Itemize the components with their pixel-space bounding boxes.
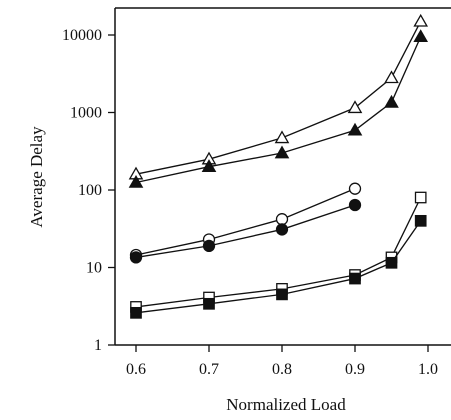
series-circle-open xyxy=(129,182,362,262)
square-open-marker xyxy=(414,191,427,204)
triangle-open-marker xyxy=(274,130,290,144)
circle-open-marker xyxy=(348,182,362,195)
series-layer xyxy=(128,13,429,319)
y-tick-label: 1 xyxy=(94,337,102,354)
x-axis-label: Normalized Load xyxy=(226,395,346,414)
triangle-filled-marker xyxy=(384,94,399,108)
triangle-filled-marker xyxy=(413,29,429,43)
plot-frame xyxy=(114,7,451,346)
square-filled-marker xyxy=(130,306,142,319)
series-line-1 xyxy=(135,21,422,175)
series-line-6 xyxy=(135,220,422,314)
triangle-filled-marker xyxy=(128,174,144,188)
y-tick-label: 100 xyxy=(78,182,102,199)
y-tick-label: 10 xyxy=(86,260,102,277)
square-filled-marker xyxy=(203,297,215,310)
series-line-3 xyxy=(135,188,356,256)
series-circle-filled xyxy=(129,198,362,264)
circle-filled-marker xyxy=(275,223,289,236)
triangle-filled-marker xyxy=(347,122,363,136)
series-line-4 xyxy=(135,204,356,259)
circle-filled-marker xyxy=(129,251,143,264)
series-square-filled xyxy=(130,214,427,319)
y-ticks: 1 10 100 1000 10000 xyxy=(62,27,115,354)
x-tick-label: 0.9 xyxy=(345,361,365,378)
series-line-2 xyxy=(135,36,422,184)
x-ticks: 0.6 0.7 0.8 0.9 1.0 xyxy=(126,345,438,378)
series-line-5 xyxy=(135,197,422,308)
triangle-open-marker xyxy=(413,13,429,27)
x-tick-label: 0.8 xyxy=(272,361,292,378)
square-filled-marker xyxy=(349,272,361,285)
triangle-open-marker xyxy=(384,70,399,84)
circle-filled-marker xyxy=(348,198,362,212)
triangle-filled-marker xyxy=(274,145,290,159)
y-tick-label: 10000 xyxy=(62,27,102,44)
y-axis-label: Average Delay xyxy=(27,126,46,228)
x-tick-label: 1.0 xyxy=(418,361,438,378)
triangle-open-marker xyxy=(347,100,363,114)
triangle-filled-marker xyxy=(201,159,217,172)
square-filled-marker xyxy=(385,256,398,269)
square-filled-marker xyxy=(414,214,427,227)
x-tick-label: 0.6 xyxy=(126,361,146,378)
series-triangle-filled xyxy=(128,29,429,188)
circle-open-marker xyxy=(275,213,289,226)
x-tick-label: 0.7 xyxy=(199,361,219,378)
square-filled-marker xyxy=(276,288,288,301)
circle-filled-marker xyxy=(202,239,216,253)
y-tick-label: 1000 xyxy=(70,105,102,122)
